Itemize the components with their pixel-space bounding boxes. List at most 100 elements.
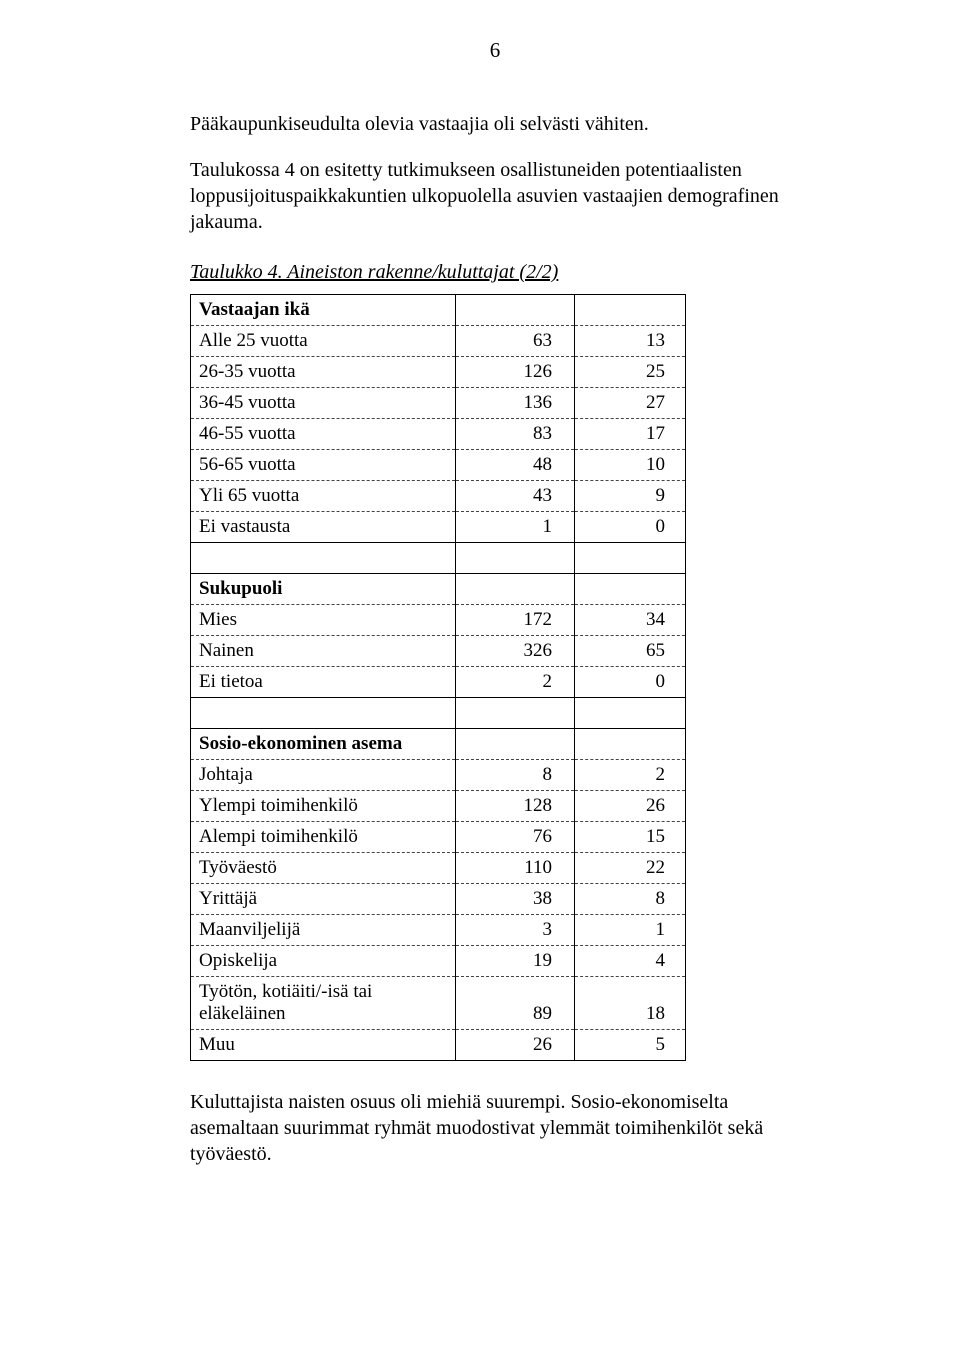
row-label: Nainen [191,636,456,667]
row-value-2: 9 [575,481,686,512]
spacer-cell [456,543,575,574]
row-value-2: 4 [575,946,686,977]
table-row: Muu265 [191,1030,686,1061]
row-value-2: 27 [575,388,686,419]
row-value-1: 76 [456,822,575,853]
row-value-1: 19 [456,946,575,977]
row-label: Työväestö [191,853,456,884]
paragraph-1: Pääkaupunkiseudulta olevia vastaajia oli… [190,111,800,137]
row-label: Mies [191,605,456,636]
row-value-2: 26 [575,791,686,822]
row-value-1: 128 [456,791,575,822]
table-row: Opiskelija194 [191,946,686,977]
row-value-2: 22 [575,853,686,884]
row-label: Alle 25 vuotta [191,326,456,357]
table-row: Ei tietoa20 [191,667,686,698]
table-row: Nainen32665 [191,636,686,667]
row-value-2: 34 [575,605,686,636]
table-body: Vastaajan ikäAlle 25 vuotta631326-35 vuo… [191,295,686,1061]
row-label: 56-65 vuotta [191,450,456,481]
table-row: Alempi toimihenkilö7615 [191,822,686,853]
spacer-cell [456,698,575,729]
table-row: Yrittäjä388 [191,884,686,915]
row-value-1: 83 [456,419,575,450]
section-header-empty [575,295,686,326]
row-value-2: 65 [575,636,686,667]
table-row: 36-45 vuotta13627 [191,388,686,419]
row-label: 46-55 vuotta [191,419,456,450]
table-section-header: Sukupuoli [191,574,686,605]
row-label: Opiskelija [191,946,456,977]
table-row: Yli 65 vuotta439 [191,481,686,512]
table-row: 26-35 vuotta12625 [191,357,686,388]
row-value-2: 8 [575,884,686,915]
row-label: Yrittäjä [191,884,456,915]
table-row: Työväestö11022 [191,853,686,884]
row-label: 26-35 vuotta [191,357,456,388]
section-header-empty [575,729,686,760]
data-table: Vastaajan ikäAlle 25 vuotta631326-35 vuo… [190,294,686,1061]
row-value-1: 63 [456,326,575,357]
table-caption: Taulukko 4. Aineiston rakenne/kuluttajat… [190,261,800,284]
page: 6 Pääkaupunkiseudulta olevia vastaajia o… [0,0,960,1371]
section-header-empty [456,574,575,605]
row-value-2: 17 [575,419,686,450]
table-row: Työtön, kotiäiti/-isä tai eläkeläinen891… [191,977,686,1030]
section-header-label: Vastaajan ikä [191,295,456,326]
row-label: Työtön, kotiäiti/-isä tai eläkeläinen [191,977,456,1030]
row-value-2: 2 [575,760,686,791]
row-label: Ei tietoa [191,667,456,698]
section-header-empty [575,574,686,605]
row-label: Muu [191,1030,456,1061]
table-spacer-row [191,543,686,574]
row-label: Ei vastausta [191,512,456,543]
table-row: Alle 25 vuotta6313 [191,326,686,357]
row-value-1: 1 [456,512,575,543]
row-label: Ylempi toimihenkilö [191,791,456,822]
spacer-cell [191,543,456,574]
table-section-header: Sosio-ekonominen asema [191,729,686,760]
row-value-1: 326 [456,636,575,667]
table-row: Mies17234 [191,605,686,636]
row-label: Yli 65 vuotta [191,481,456,512]
table-section-header: Vastaajan ikä [191,295,686,326]
row-value-1: 2 [456,667,575,698]
row-value-1: 43 [456,481,575,512]
row-value-2: 15 [575,822,686,853]
table-row: 46-55 vuotta8317 [191,419,686,450]
table-row: Ylempi toimihenkilö12826 [191,791,686,822]
row-value-1: 48 [456,450,575,481]
row-label: 36-45 vuotta [191,388,456,419]
row-value-2: 5 [575,1030,686,1061]
row-value-1: 8 [456,760,575,791]
table-row: Maanviljelijä31 [191,915,686,946]
row-value-2: 0 [575,667,686,698]
row-value-1: 136 [456,388,575,419]
row-value-1: 38 [456,884,575,915]
table-row: Ei vastausta10 [191,512,686,543]
row-value-1: 110 [456,853,575,884]
section-header-empty [456,729,575,760]
row-value-2: 18 [575,977,686,1030]
row-value-2: 1 [575,915,686,946]
spacer-cell [191,698,456,729]
paragraph-3: Kuluttajista naisten osuus oli miehiä su… [190,1089,800,1167]
row-value-2: 0 [575,512,686,543]
row-value-2: 10 [575,450,686,481]
paragraph-2: Taulukossa 4 on esitetty tutkimukseen os… [190,157,800,235]
row-value-1: 3 [456,915,575,946]
row-label: Alempi toimihenkilö [191,822,456,853]
row-value-2: 13 [575,326,686,357]
row-value-1: 172 [456,605,575,636]
row-value-1: 126 [456,357,575,388]
row-value-1: 89 [456,977,575,1030]
table-row: 56-65 vuotta4810 [191,450,686,481]
row-label: Johtaja [191,760,456,791]
spacer-cell [575,543,686,574]
section-header-empty [456,295,575,326]
section-header-label: Sukupuoli [191,574,456,605]
page-number: 6 [190,38,800,63]
section-header-label: Sosio-ekonominen asema [191,729,456,760]
row-value-2: 25 [575,357,686,388]
table-row: Johtaja82 [191,760,686,791]
